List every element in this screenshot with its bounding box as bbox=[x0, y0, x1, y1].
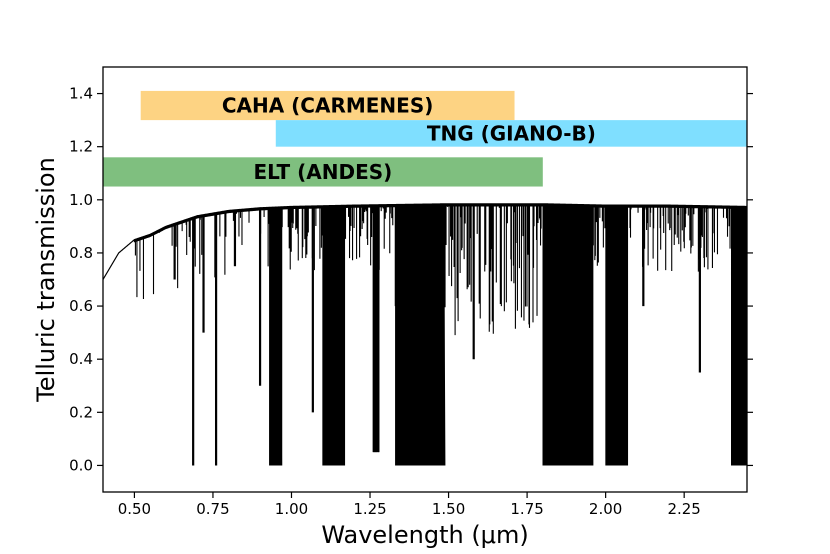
y-tick-label-6: 1.2 bbox=[69, 138, 93, 156]
y-tick-label-5: 1.0 bbox=[69, 191, 93, 209]
axes-frame bbox=[102, 66, 748, 493]
x-tick-label-1: 0.75 bbox=[196, 500, 229, 518]
y-axis-label: Telluric transmission bbox=[32, 157, 60, 403]
ticks: 0.50 0.75 1.00 1.25 1.50 1.75 2.00 2.25 0.0 0.2 0.… bbox=[69, 85, 753, 518]
spectrum bbox=[103, 203, 747, 466]
x-axis-label: Wavelength (μm) bbox=[321, 521, 528, 549]
y-tick-label-1: 0.2 bbox=[69, 403, 93, 421]
x-tick-label-6: 2.00 bbox=[589, 500, 622, 518]
band-rect-1 bbox=[275, 120, 747, 147]
x-tick-label-7: 2.25 bbox=[667, 500, 700, 518]
absorption-band-2 bbox=[373, 204, 380, 453]
y-tick-label-4: 0.8 bbox=[69, 244, 93, 262]
y-tick-label-0: 0.0 bbox=[69, 456, 93, 474]
x-tick-label-3: 1.25 bbox=[353, 500, 386, 518]
band-rect-2 bbox=[103, 157, 543, 187]
band-label-2: ELT (ANDES) bbox=[253, 160, 392, 184]
absorption-band-3 bbox=[395, 203, 446, 466]
band-label-0: CAHA (CARMENES) bbox=[222, 94, 434, 118]
instrument-bands: CAHA (CARMENES) TNG (GIANO-B) ELT (ANDES) bbox=[103, 90, 747, 187]
absorption-band-4 bbox=[542, 203, 594, 466]
absorption-band-0 bbox=[269, 207, 283, 466]
y-tick-label-2: 0.4 bbox=[69, 350, 93, 368]
band-rect-0 bbox=[140, 90, 515, 121]
x-tick-label-0: 0.50 bbox=[118, 500, 151, 518]
absorption-band-1 bbox=[322, 205, 345, 466]
x-tick-label-5: 1.75 bbox=[510, 500, 543, 518]
x-tick-label-4: 1.50 bbox=[432, 500, 465, 518]
x-tick-label-2: 1.00 bbox=[275, 500, 308, 518]
y-tick-label-3: 0.6 bbox=[69, 297, 93, 315]
absorption-band-5 bbox=[605, 205, 628, 466]
y-tick-label-7: 1.4 bbox=[69, 85, 93, 103]
band-label-1: TNG (GIANO-B) bbox=[427, 121, 596, 145]
absorption-band-6 bbox=[731, 206, 747, 466]
